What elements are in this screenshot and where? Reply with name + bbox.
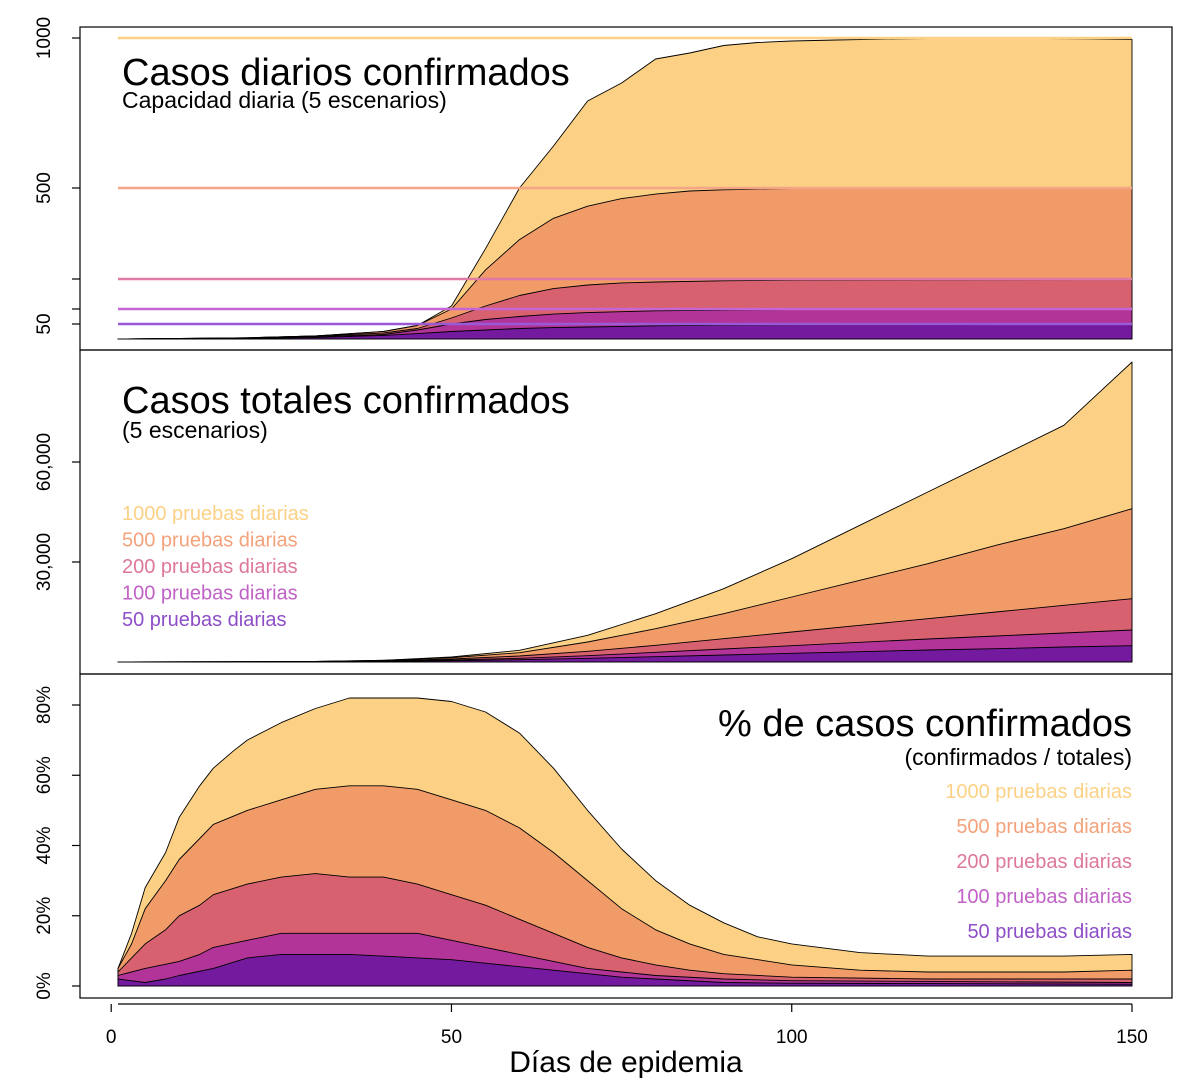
y-tick-label: 500 [34, 172, 55, 204]
legend-entry: 200 pruebas diarias [122, 556, 298, 578]
y-tick-label: 60% [34, 756, 55, 794]
daily-cases-y-axis: 1000 500 50 [34, 17, 80, 335]
x-tick-label: 100 [776, 1027, 808, 1048]
percent-confirmed-areas [117, 697, 1133, 987]
percent-confirmed-title: % de casos confirmados [718, 703, 1132, 745]
x-tick-label: 0 [106, 1027, 117, 1048]
total-cases-areas [117, 361, 1133, 663]
y-tick-label: 50 [34, 313, 55, 334]
legend-entry: 1000 pruebas diarias [945, 781, 1132, 803]
panel-percent-confirmed: 0% 20% 40% 60% 80% % de casos confirmados (c… [34, 673, 1173, 1000]
area-series-4 [117, 645, 1133, 663]
y-tick-label: 0% [34, 972, 55, 1000]
total-cases-y-axis: 30,000 60,000 [34, 433, 80, 591]
area-series-4 [117, 953, 1133, 987]
x-tick-label: 50 [441, 1027, 462, 1048]
legend-entry: 500 pruebas diarias [956, 816, 1132, 838]
daily-capacity-lines [118, 36, 1132, 326]
total-cases-subtitle: (5 escenarios) [122, 417, 268, 443]
x-axis: 0 50 100 150 [106, 1003, 1148, 1048]
y-tick-label: 80% [34, 686, 55, 724]
percent-confirmed-y-axis: 0% 20% 40% 60% 80% [34, 686, 80, 1000]
y-tick-label: 30,000 [34, 533, 55, 591]
y-tick-label: 60,000 [34, 433, 55, 491]
percent-confirmed-legend: 1000 pruebas diarias 500 pruebas diarias 2… [945, 781, 1132, 943]
x-axis-label: Días de epidemia [509, 1046, 743, 1079]
legend-entry: 50 pruebas diarias [967, 921, 1132, 943]
daily-cases-title: Casos diarios confirmados [122, 52, 570, 94]
daily-cases-subtitle: Capacidad diaria (5 escenarios) [122, 87, 447, 113]
legend-entry: 1000 pruebas diarias [122, 503, 309, 525]
y-tick-label: 1000 [34, 17, 55, 59]
legend-entry: 500 pruebas diarias [122, 530, 298, 552]
percent-confirmed-subtitle: (confirmados / totales) [904, 744, 1132, 770]
panel-frame [79, 673, 1173, 999]
legend-entry: 200 pruebas diarias [956, 851, 1132, 873]
y-tick-label: 40% [34, 826, 55, 864]
y-tick-label: 20% [34, 897, 55, 935]
panel-total-cases: 30,000 60,000 Casos totales confirmados (… [34, 349, 1173, 675]
legend-entry: 50 pruebas diarias [122, 609, 287, 631]
total-cases-legend: 1000 pruebas diarias 500 pruebas diarias 2… [122, 503, 309, 631]
total-cases-title: Casos totales confirmados [122, 380, 570, 422]
x-tick-label: 150 [1116, 1027, 1148, 1048]
legend-entry: 100 pruebas diarias [122, 583, 298, 605]
legend-entry: 100 pruebas diarias [956, 886, 1132, 908]
panel-daily-cases: 1000 500 50 Casos diarios confirmados Capa… [34, 17, 1173, 351]
